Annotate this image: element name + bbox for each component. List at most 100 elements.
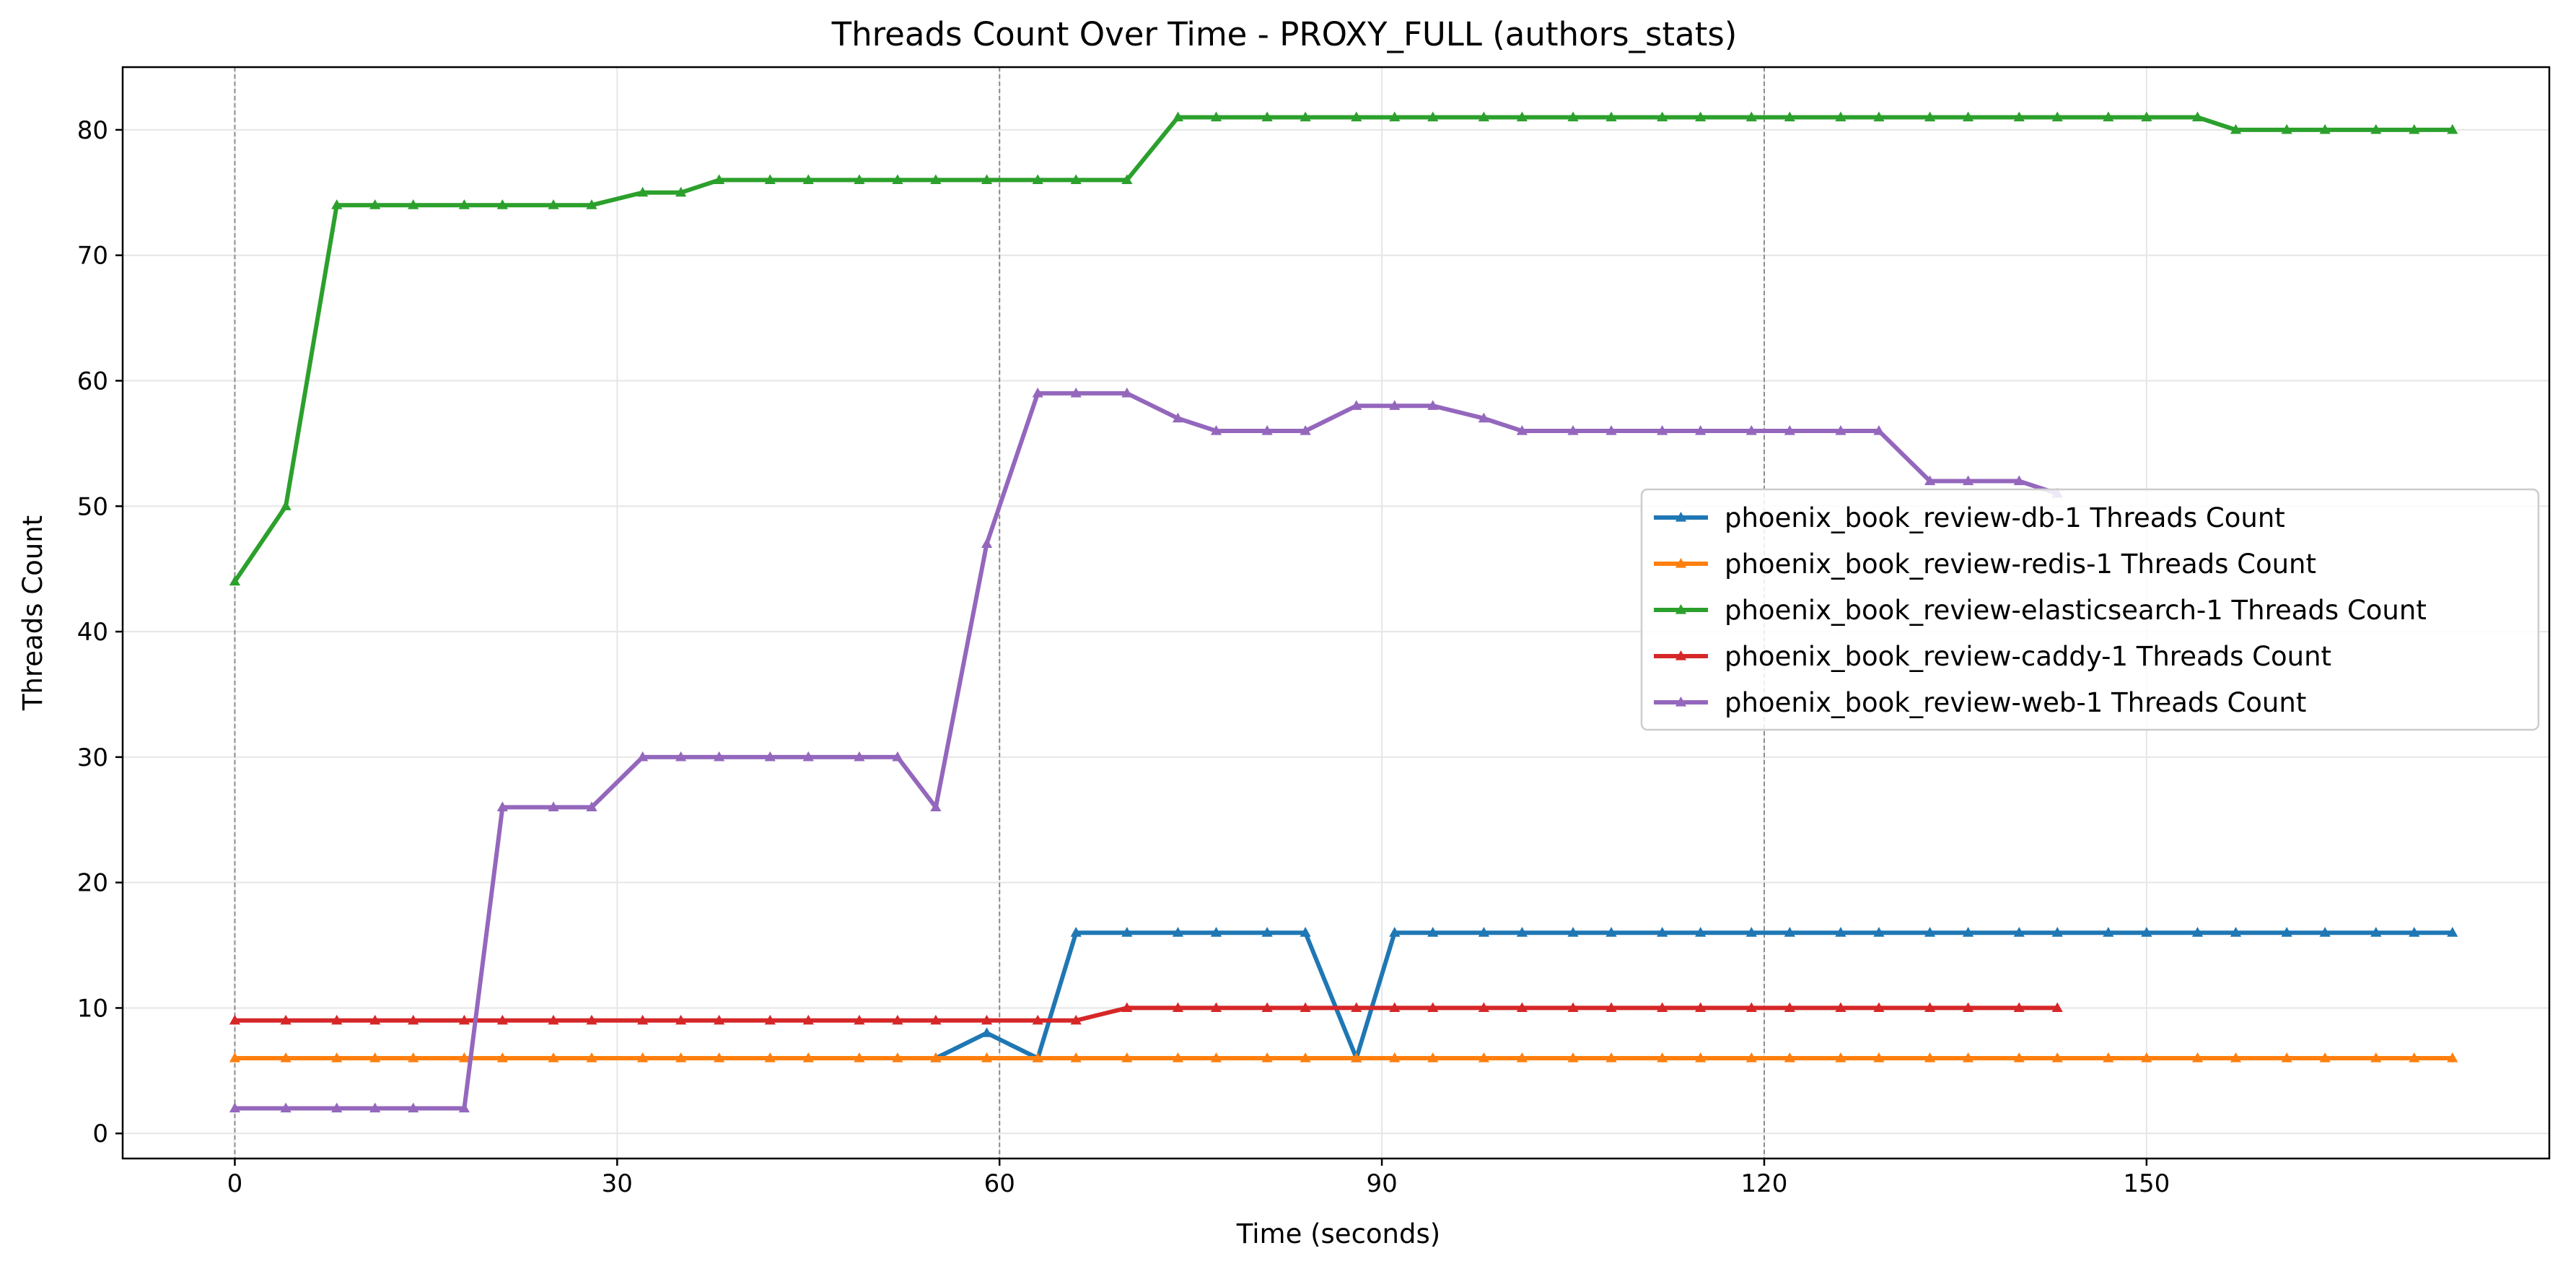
- data-point: [1261, 1002, 1273, 1013]
- series-line: [232, 391, 2060, 1111]
- data-point: [1516, 1002, 1528, 1013]
- data-point: [802, 174, 814, 185]
- data-point: [496, 199, 508, 209]
- data-point: [2141, 927, 2152, 937]
- data-point: [2051, 927, 2063, 937]
- data-point: [1657, 111, 1668, 122]
- data-point: [1516, 1052, 1528, 1063]
- data-point: [1300, 111, 1311, 122]
- data-point: [2013, 1052, 2025, 1063]
- data-point: [1784, 111, 1795, 122]
- data-point: [1605, 927, 1617, 937]
- data-point: [2191, 1052, 2204, 1063]
- data-point: [1351, 400, 1362, 410]
- data-point: [1924, 927, 1936, 937]
- data-point: [369, 1014, 381, 1025]
- legend-marker: [1675, 697, 1687, 707]
- data-point: [1567, 1002, 1579, 1013]
- data-point: [1032, 387, 1043, 398]
- y-tick-label: 0: [92, 1120, 108, 1148]
- data-point: [1210, 111, 1222, 122]
- data-point: [1070, 174, 1082, 185]
- data-point: [981, 1027, 993, 1037]
- data-point: [1784, 927, 1795, 937]
- data-point: [229, 575, 241, 586]
- data-point: [675, 751, 687, 762]
- data-point: [1695, 1052, 1707, 1063]
- data-point: [637, 1052, 649, 1063]
- data-point: [1478, 1052, 1489, 1063]
- x-axis-label: Time (seconds): [1236, 1218, 1440, 1249]
- data-point: [548, 1014, 559, 1025]
- data-point: [1605, 1002, 1617, 1013]
- x-tick-label: 120: [1741, 1169, 1788, 1198]
- data-point: [458, 1102, 470, 1113]
- data-point: [854, 1014, 865, 1025]
- data-point: [2191, 111, 2204, 122]
- data-point: [1873, 1002, 1885, 1013]
- data-point: [1835, 1002, 1846, 1013]
- data-point: [2141, 111, 2152, 122]
- data-point: [408, 199, 419, 209]
- data-point: [408, 1102, 419, 1113]
- data-point: [981, 174, 993, 185]
- data-point: [1516, 111, 1528, 122]
- data-point: [1605, 425, 1617, 435]
- data-point: [1695, 425, 1707, 435]
- legend-frame: [1640, 488, 2540, 731]
- data-point: [1962, 475, 1974, 486]
- data-point: [1924, 475, 1936, 486]
- data-point: [1300, 1002, 1311, 1013]
- data-point: [280, 1052, 292, 1063]
- y-tick-label: 50: [77, 492, 108, 521]
- data-point: [1121, 1052, 1133, 1063]
- legend-entry-3: phoenix_book_review-caddy-1 Threads Coun…: [1654, 641, 2331, 672]
- data-point: [1389, 111, 1401, 122]
- data-point: [1835, 111, 1846, 122]
- series-2: [229, 111, 2458, 586]
- data-point: [1784, 1002, 1795, 1013]
- data-point: [408, 1014, 419, 1025]
- data-point: [1873, 425, 1885, 435]
- data-point: [229, 1102, 241, 1113]
- data-point: [714, 751, 725, 762]
- data-point: [1924, 1002, 1936, 1013]
- data-point: [1261, 927, 1273, 937]
- data-point: [1032, 1052, 1043, 1063]
- data-point: [802, 1014, 814, 1025]
- data-point: [1745, 927, 1757, 937]
- data-point: [2103, 927, 2114, 937]
- series-layer: [229, 111, 2458, 1113]
- data-point: [1924, 111, 1936, 122]
- data-point: [637, 751, 649, 762]
- data-point: [548, 199, 559, 209]
- data-point: [1032, 174, 1043, 185]
- data-point: [1172, 111, 1184, 122]
- data-point: [1389, 400, 1401, 410]
- data-point: [714, 174, 725, 185]
- data-point: [930, 1014, 942, 1025]
- data-point: [331, 199, 343, 209]
- data-point: [930, 174, 942, 185]
- data-point: [1210, 1002, 1222, 1013]
- data-point: [280, 1014, 292, 1025]
- data-point: [458, 199, 470, 209]
- data-point: [1962, 111, 1974, 122]
- data-point: [586, 1014, 597, 1025]
- data-point: [1427, 111, 1439, 122]
- data-point: [1567, 1052, 1579, 1063]
- legend-marker: [1675, 650, 1687, 660]
- data-point: [458, 1052, 470, 1063]
- data-point: [2051, 1052, 2063, 1063]
- data-point: [764, 1052, 776, 1063]
- data-point: [408, 1052, 419, 1063]
- data-point: [1567, 111, 1579, 122]
- data-point: [981, 538, 993, 549]
- data-point: [2319, 1052, 2331, 1063]
- legend-label: phoenix_book_review-caddy-1 Threads Coun…: [1725, 641, 2331, 672]
- data-point: [1657, 1002, 1668, 1013]
- data-point: [892, 1014, 903, 1025]
- data-point: [1835, 927, 1846, 937]
- y-axis-label: Threads Count: [17, 515, 48, 711]
- x-tick-label: 0: [227, 1169, 243, 1198]
